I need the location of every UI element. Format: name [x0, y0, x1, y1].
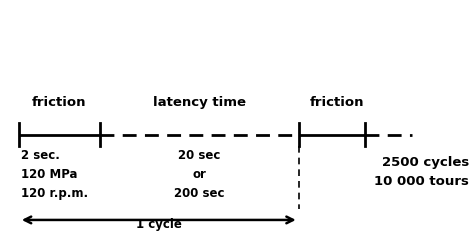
- Text: friction: friction: [32, 96, 86, 109]
- Text: latency time: latency time: [153, 96, 246, 109]
- Text: friction: friction: [310, 96, 364, 109]
- Text: 2 sec.
120 MPa
120 r.p.m.: 2 sec. 120 MPa 120 r.p.m.: [21, 149, 89, 200]
- Text: 1 cycle: 1 cycle: [136, 218, 182, 231]
- Text: 20 sec
or
200 sec: 20 sec or 200 sec: [174, 149, 224, 200]
- Text: 2500 cycles
10 000 tours: 2500 cycles 10 000 tours: [374, 156, 469, 188]
